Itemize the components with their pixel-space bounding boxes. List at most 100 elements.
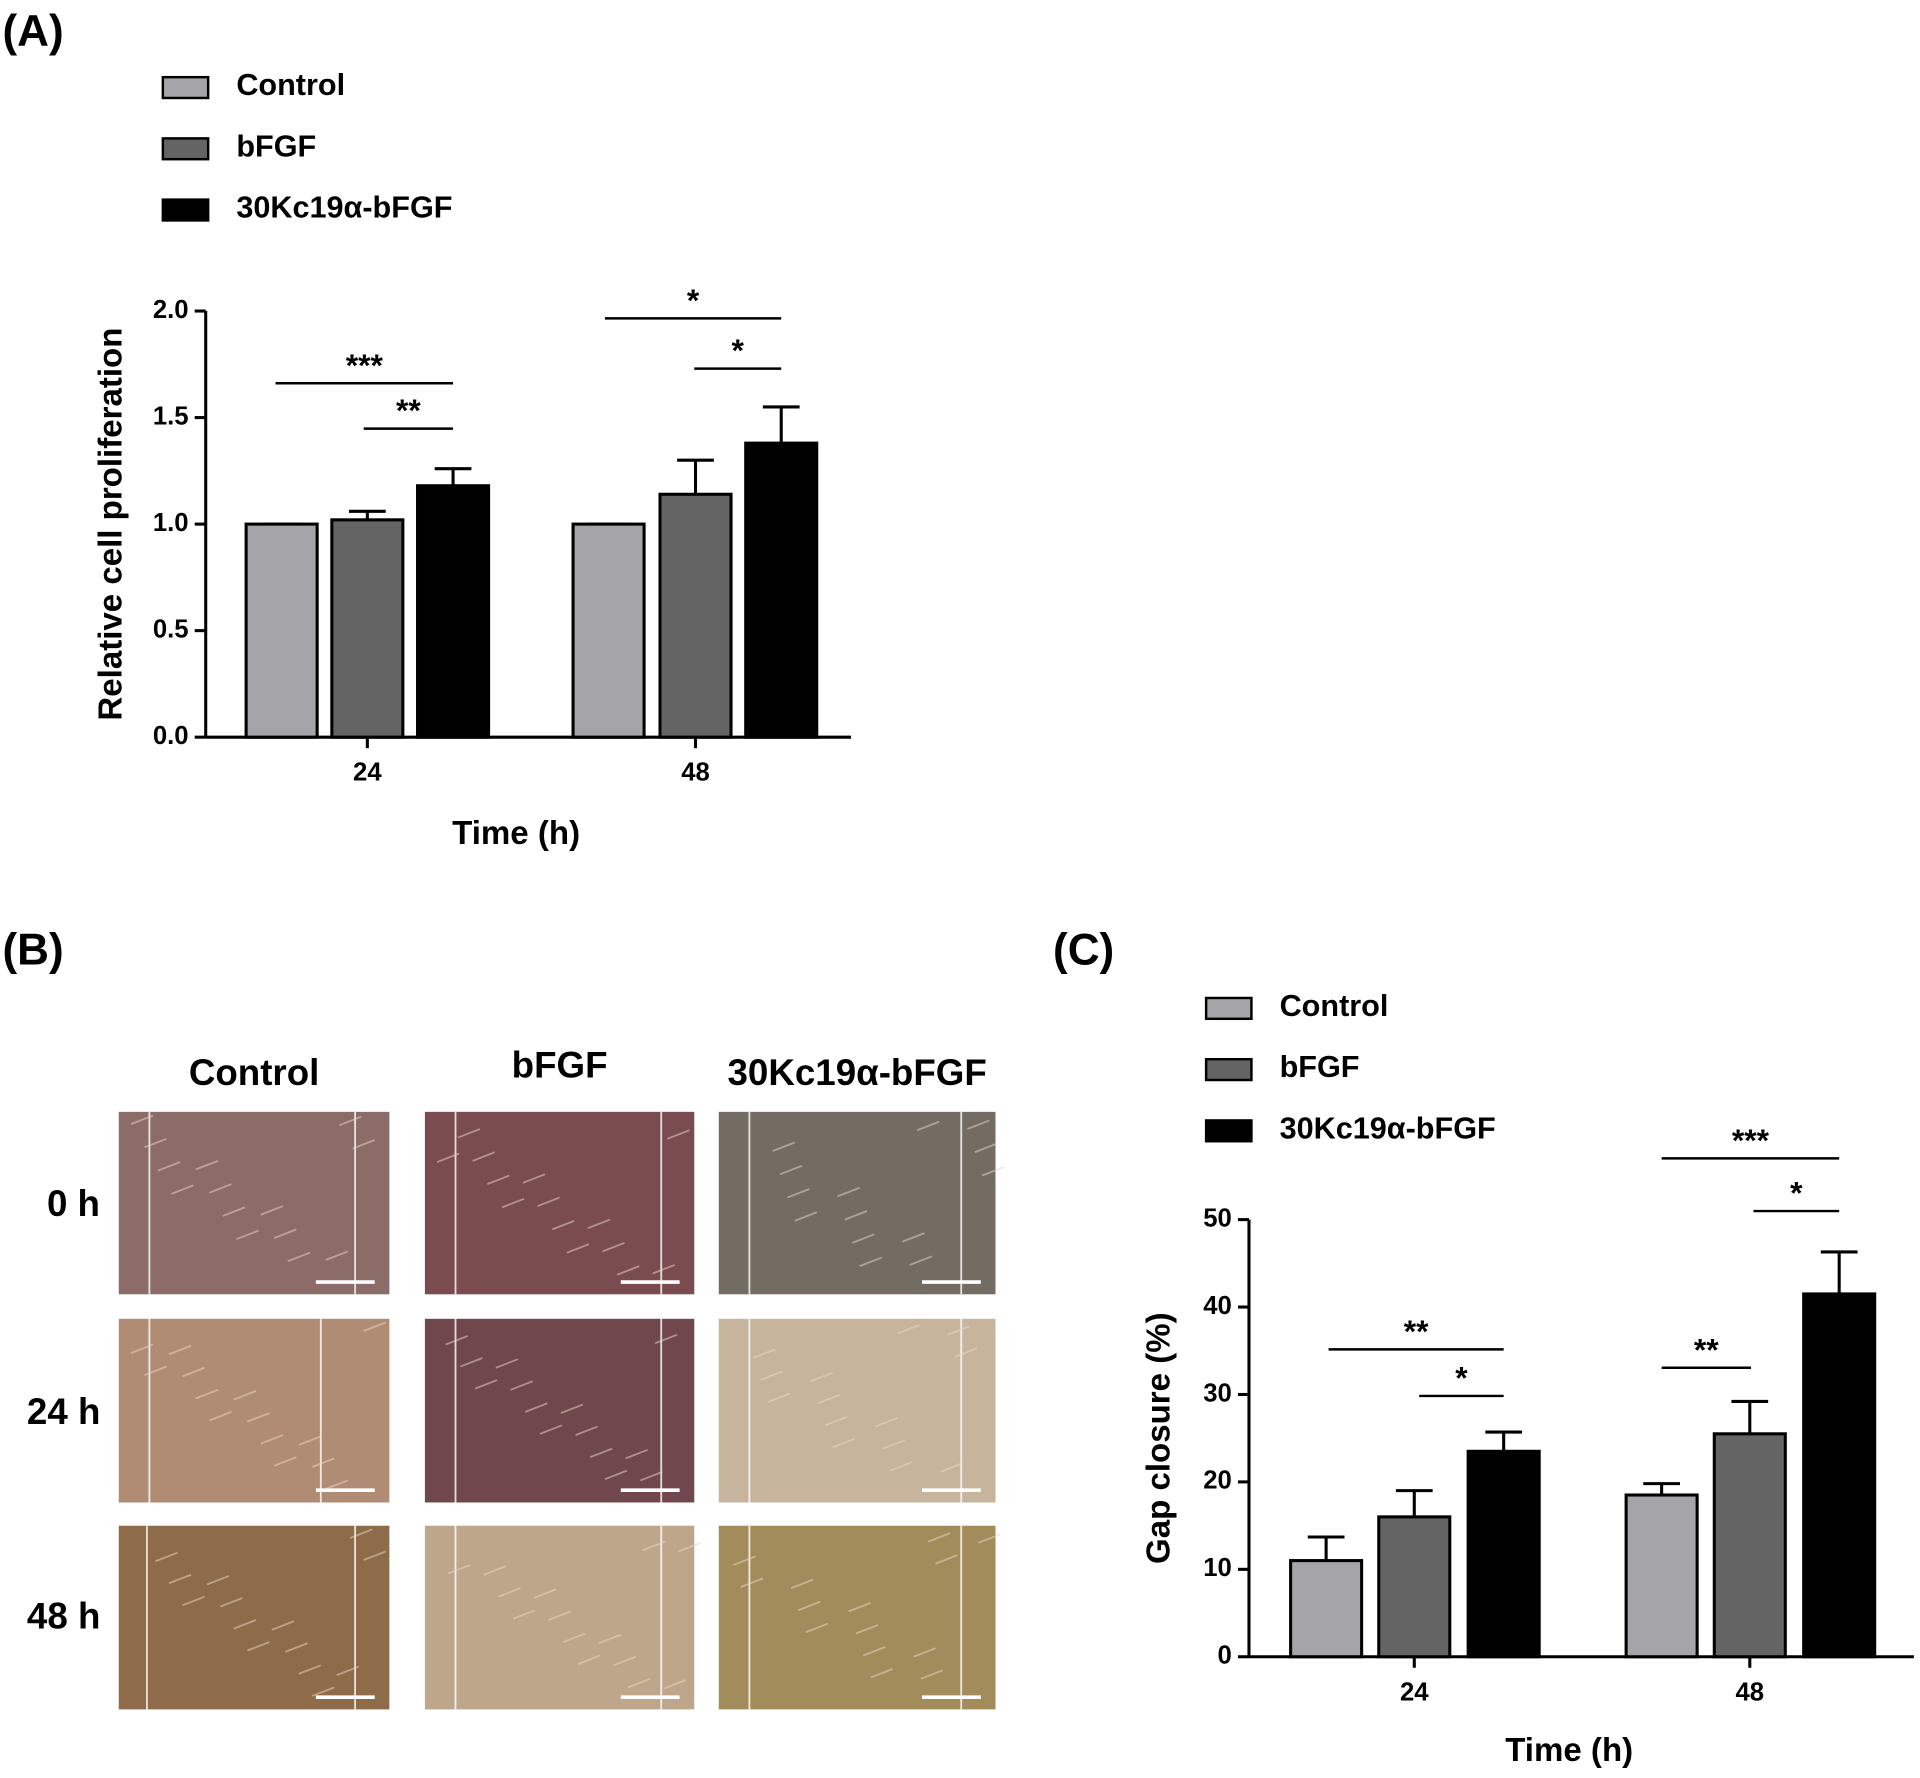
cell bbox=[810, 1371, 833, 1383]
cell bbox=[577, 1654, 601, 1665]
cell bbox=[548, 1610, 571, 1621]
cell bbox=[844, 1210, 868, 1221]
cell bbox=[794, 1211, 818, 1222]
y-axis-title: Relative cell proliferation bbox=[92, 328, 129, 721]
cell bbox=[209, 1183, 232, 1194]
bar bbox=[416, 484, 491, 739]
bar bbox=[330, 518, 405, 739]
cell bbox=[889, 1461, 913, 1472]
x-axis-title: Time (h) bbox=[1505, 1732, 1633, 1769]
micrograph bbox=[118, 1318, 390, 1503]
cell bbox=[837, 1186, 860, 1198]
cell bbox=[663, 1679, 687, 1690]
cell bbox=[522, 1173, 546, 1184]
y-tick-label: 50 bbox=[1203, 1204, 1232, 1232]
cell bbox=[974, 1142, 998, 1154]
y-tick-label: 0.0 bbox=[153, 722, 189, 750]
legend-label: 30Kc19α-bFGF bbox=[1280, 1111, 1496, 1145]
cell bbox=[767, 1392, 791, 1403]
cell bbox=[855, 1624, 879, 1635]
cell bbox=[848, 1602, 871, 1613]
cell bbox=[817, 1393, 841, 1405]
cell bbox=[222, 1206, 246, 1217]
cell bbox=[495, 1358, 519, 1369]
cell bbox=[182, 1366, 205, 1378]
cell bbox=[560, 1403, 584, 1414]
x-tick-label: 24 bbox=[353, 759, 382, 787]
cell bbox=[604, 1469, 628, 1481]
cell bbox=[436, 1152, 460, 1163]
cell bbox=[206, 1575, 230, 1586]
cell bbox=[920, 1669, 944, 1680]
cell bbox=[916, 1120, 940, 1132]
y-tick-label: 0 bbox=[1218, 1642, 1232, 1670]
cell bbox=[195, 1388, 219, 1400]
micrograph bbox=[424, 1318, 695, 1503]
significance-label: ** bbox=[1404, 1313, 1429, 1349]
legend-label: Control bbox=[236, 68, 345, 102]
cell bbox=[144, 1365, 167, 1376]
cell bbox=[235, 1229, 259, 1241]
cell bbox=[678, 1542, 701, 1553]
cell bbox=[273, 1456, 297, 1467]
cell bbox=[498, 1587, 521, 1598]
significance-label: * bbox=[1455, 1359, 1468, 1395]
significance-label: * bbox=[732, 332, 745, 368]
cell bbox=[740, 1577, 764, 1588]
cell bbox=[640, 1471, 663, 1482]
cell bbox=[862, 1646, 886, 1657]
cell bbox=[233, 1619, 257, 1630]
y-tick-label: 30 bbox=[1203, 1379, 1232, 1407]
bar bbox=[571, 522, 646, 739]
cell bbox=[798, 1600, 821, 1612]
cell bbox=[642, 1540, 666, 1552]
y-tick-label: 1.5 bbox=[153, 402, 189, 430]
cell bbox=[787, 1188, 810, 1199]
bar bbox=[658, 492, 733, 739]
cell bbox=[882, 1439, 906, 1450]
cell bbox=[613, 1655, 636, 1667]
cell bbox=[130, 1114, 154, 1125]
cell bbox=[311, 1686, 335, 1697]
cell bbox=[772, 1141, 796, 1152]
cell bbox=[195, 1159, 219, 1171]
cell bbox=[602, 1242, 625, 1253]
cell bbox=[325, 1479, 349, 1490]
bar bbox=[1466, 1449, 1541, 1659]
cell bbox=[940, 1462, 963, 1473]
cell bbox=[260, 1434, 284, 1445]
cell bbox=[851, 1233, 875, 1244]
cell bbox=[171, 1184, 194, 1195]
cell bbox=[533, 1588, 557, 1599]
legend-label: Control bbox=[1280, 989, 1389, 1023]
cell bbox=[947, 1325, 971, 1336]
cell bbox=[790, 1578, 814, 1590]
cell bbox=[625, 1448, 649, 1460]
cell bbox=[260, 1205, 284, 1216]
cell bbox=[598, 1633, 622, 1645]
x-axis-title: Time (h) bbox=[452, 815, 580, 852]
column-label: 30Kc19α-bFGF bbox=[728, 1052, 987, 1093]
bar bbox=[744, 441, 819, 739]
cell bbox=[551, 1219, 575, 1231]
cell bbox=[155, 1551, 178, 1563]
cell bbox=[220, 1597, 243, 1608]
cell bbox=[954, 1347, 978, 1358]
bar bbox=[1802, 1292, 1877, 1659]
cell bbox=[733, 1555, 756, 1566]
cell bbox=[978, 1533, 1001, 1544]
cell bbox=[589, 1447, 613, 1459]
micrograph bbox=[718, 1525, 996, 1710]
cell bbox=[897, 1324, 920, 1335]
x-tick-label: 48 bbox=[681, 759, 710, 787]
legend-swatch bbox=[1204, 1119, 1253, 1143]
cell bbox=[483, 1565, 507, 1576]
cell bbox=[298, 1435, 322, 1446]
cell bbox=[752, 1348, 776, 1359]
y-tick-label: 1.0 bbox=[153, 509, 189, 537]
x-tick-label: 48 bbox=[1735, 1678, 1764, 1706]
cell bbox=[832, 1437, 856, 1449]
cell bbox=[472, 1151, 496, 1162]
cell bbox=[537, 1196, 560, 1207]
cell bbox=[616, 1265, 640, 1276]
